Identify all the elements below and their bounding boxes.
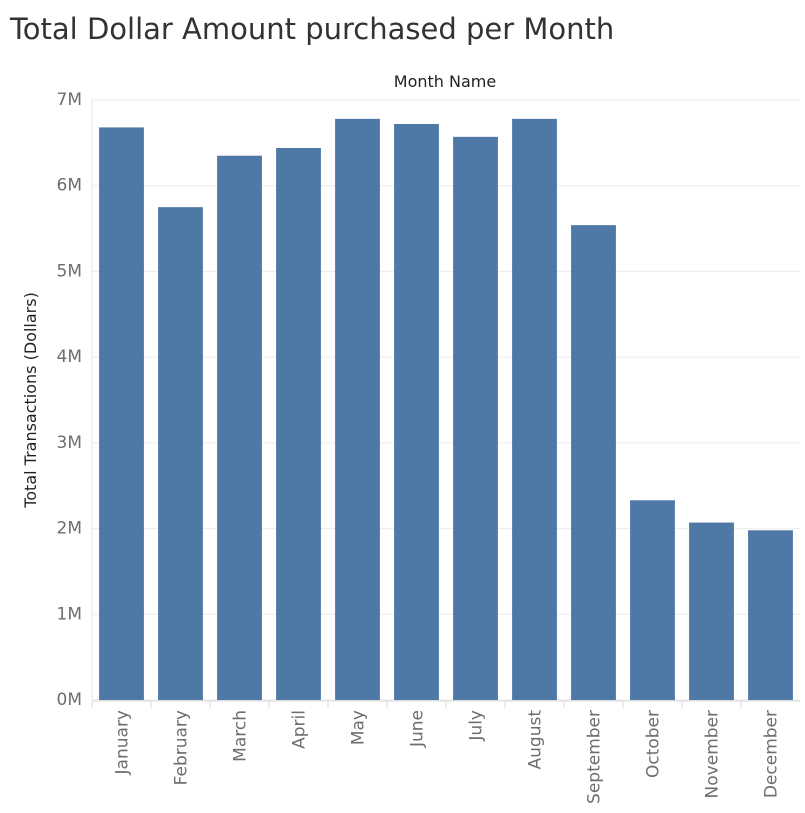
- bar-may: [335, 118, 380, 701]
- y-axis-title: Total Transactions (Dollars): [21, 292, 40, 509]
- x-axis-ticks: January February March April May June July Augu…: [91, 702, 782, 804]
- x-tick-label: June: [408, 710, 428, 748]
- bar-june: [394, 124, 439, 700]
- x-tick-label: November: [703, 710, 723, 798]
- bars: [99, 118, 793, 701]
- x-tick-label: May: [349, 710, 369, 745]
- x-tick-label: April: [290, 710, 310, 749]
- y-tick-label: 0M: [57, 690, 82, 710]
- x-tick-label: February: [172, 710, 192, 785]
- y-tick-label: 1M: [57, 604, 82, 624]
- bar-november: [689, 522, 734, 700]
- bar-august: [512, 118, 557, 701]
- bar-january: [99, 127, 144, 700]
- x-tick-label: October: [644, 710, 664, 778]
- bar-february: [158, 207, 203, 700]
- x-tick-label: September: [585, 710, 605, 804]
- gridlines: [91, 99, 800, 702]
- y-tick-label: 5M: [57, 261, 82, 281]
- bar-september: [571, 225, 616, 700]
- x-tick-label: August: [526, 710, 546, 770]
- y-tick-label: 6M: [57, 176, 82, 196]
- y-tick-label: 2M: [57, 519, 82, 539]
- x-tick-label: January: [113, 710, 133, 775]
- bar-october: [630, 500, 675, 700]
- y-axis-ticks: 0M 1M 2M 3M 4M 5M 6M 7M: [57, 90, 82, 710]
- x-tick-label: December: [762, 710, 782, 798]
- bar-march: [217, 155, 262, 700]
- header-title: Month Name: [394, 72, 496, 91]
- bar-december: [748, 530, 793, 700]
- x-tick-label: March: [231, 710, 251, 762]
- x-tick-label: July: [467, 710, 487, 742]
- chart-title: Total Dollar Amount purchased per Month: [10, 12, 615, 46]
- y-tick-label: 4M: [57, 347, 82, 367]
- bar-july: [453, 136, 498, 700]
- y-tick-label: 7M: [57, 90, 82, 110]
- y-tick-label: 3M: [57, 433, 82, 453]
- bar-april: [276, 148, 321, 700]
